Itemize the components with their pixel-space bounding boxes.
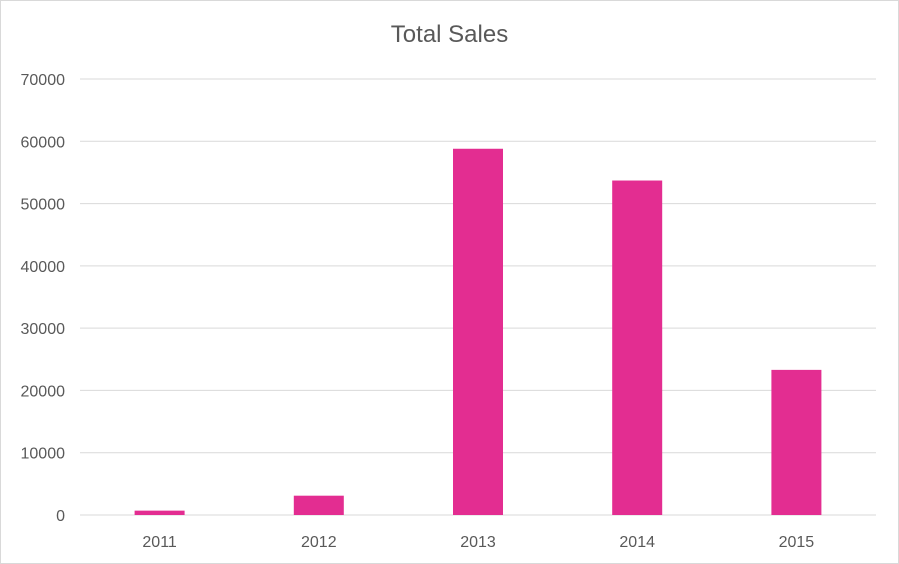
y-tick-label: 70000 xyxy=(21,72,66,89)
x-tick-label: 2015 xyxy=(779,534,815,551)
bars xyxy=(134,148,822,516)
x-tick-label: 2014 xyxy=(619,534,655,551)
bar-2014 xyxy=(612,180,663,516)
y-tick-label: 60000 xyxy=(21,134,66,151)
y-tick-label: 50000 xyxy=(21,197,66,214)
y-tick-label: 20000 xyxy=(21,383,66,400)
x-tick-label: 2012 xyxy=(301,534,337,551)
bar-2011 xyxy=(134,510,185,515)
bar-2015 xyxy=(771,369,822,515)
chart-title: Total Sales xyxy=(390,21,509,48)
y-tick-label: 30000 xyxy=(21,321,66,338)
x-axis-ticks: 2011 2012 2013 2014 2015 xyxy=(142,534,814,551)
y-axis-ticks: 0 10000 20000 30000 40000 50000 60000 70000 xyxy=(21,72,66,525)
x-tick-label: 2013 xyxy=(460,534,496,551)
y-tick-label: 0 xyxy=(56,508,65,525)
y-tick-label: 40000 xyxy=(21,259,66,276)
y-tick-label: 10000 xyxy=(21,446,66,463)
x-tick-label: 2011 xyxy=(142,534,177,551)
bar-2012 xyxy=(293,495,344,515)
bar-2013 xyxy=(453,148,503,515)
